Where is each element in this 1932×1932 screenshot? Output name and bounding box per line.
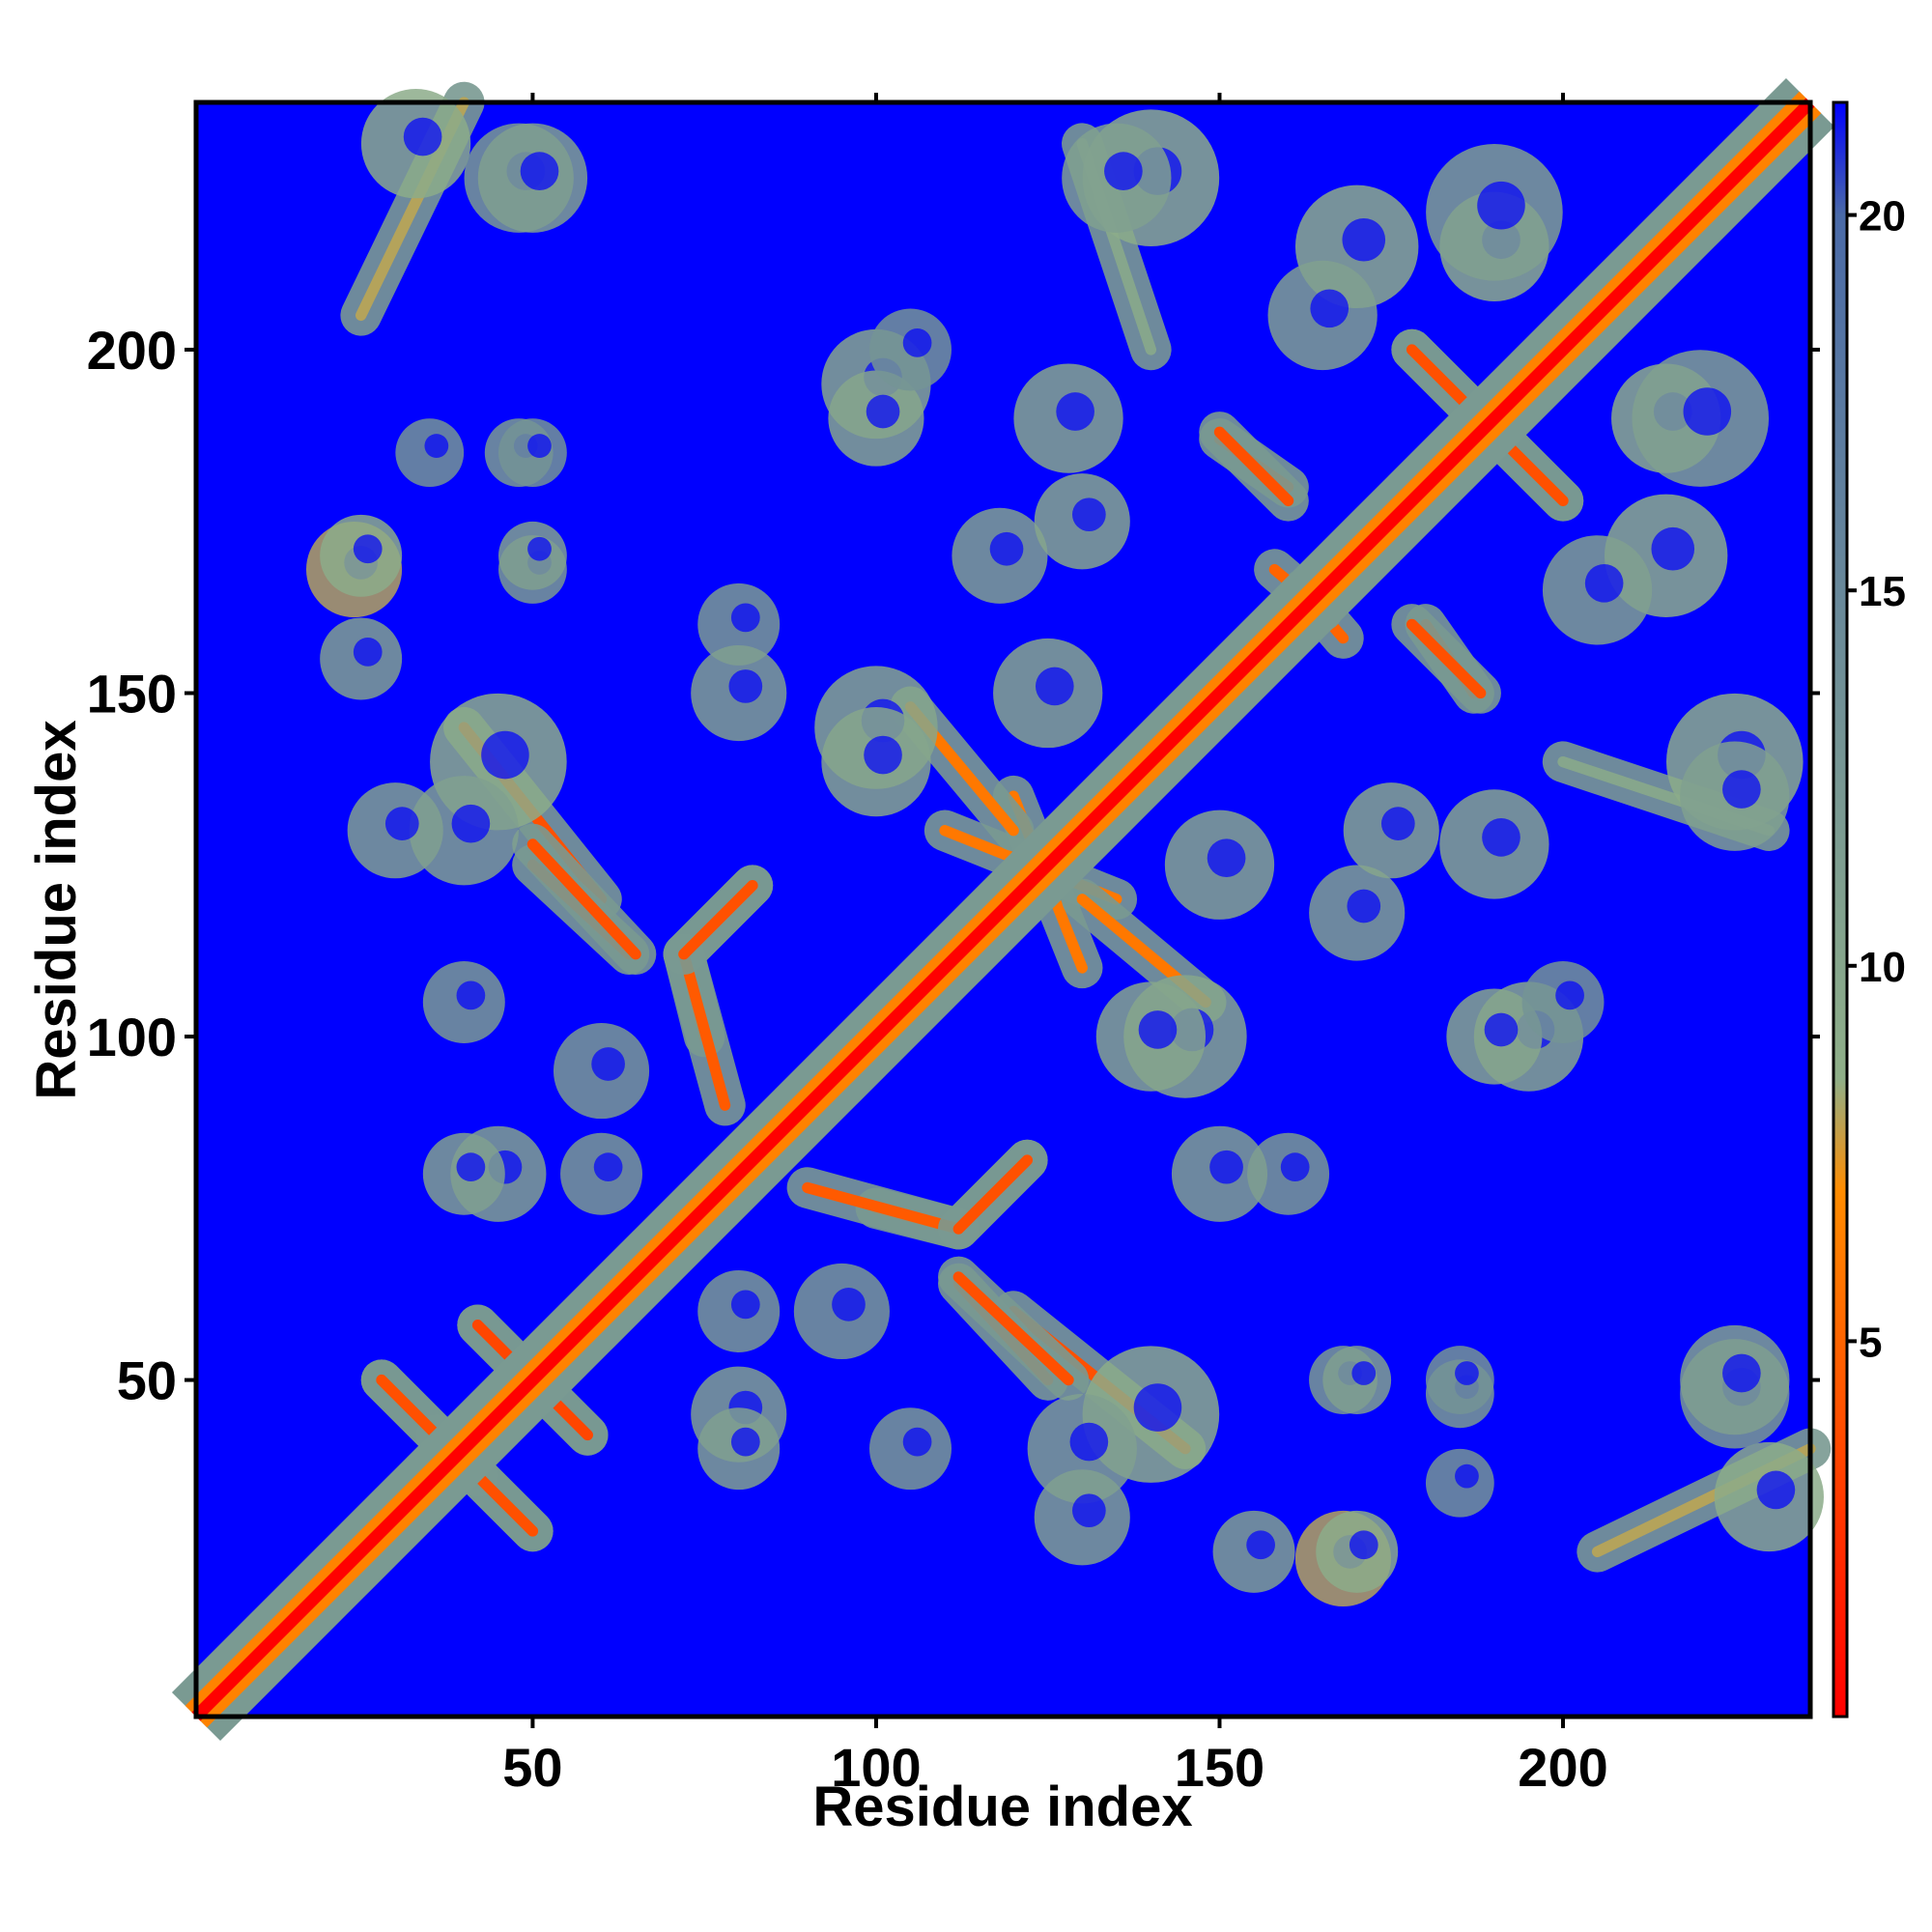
heatmap-blob-hole	[403, 117, 442, 156]
heatmap-blob-hole	[1280, 1152, 1310, 1182]
colorbar-tick-label: 10	[1859, 944, 1906, 991]
heatmap-blob-hole	[1133, 1383, 1182, 1432]
colorbar-tick-label: 20	[1859, 193, 1906, 241]
x-tick-label: 150	[1175, 1737, 1264, 1798]
heatmap-blob-hole	[1484, 1012, 1519, 1047]
heatmap-band-core	[526, 838, 641, 960]
heatmap-blob-hole	[832, 1288, 866, 1321]
colorbar-tick-label: 5	[1859, 1319, 1882, 1366]
heatmap-blob-hole	[353, 638, 383, 667]
diagonal-line	[191, 98, 1815, 1721]
heatmap-blob-hole	[864, 735, 902, 775]
heatmap-band-core	[471, 1470, 539, 1537]
heatmap-blob-hole	[1756, 1470, 1796, 1510]
heatmap-blob-hole	[456, 980, 486, 1010]
heatmap-band-core	[952, 1271, 1074, 1386]
heatmap-blob-hole	[1035, 667, 1074, 706]
heatmap-blob-hole	[353, 534, 383, 564]
y-axis-title: Residue index	[25, 720, 88, 1099]
heatmap-band-core	[678, 949, 731, 1111]
heatmap-blob-hole	[1555, 980, 1584, 1010]
heatmap-blob-hole	[1347, 889, 1381, 923]
heatmap-features	[305, 81, 1832, 1607]
heatmap-band-core	[1213, 426, 1294, 507]
heatmap-blob-hole	[1072, 1493, 1106, 1528]
y-tick-label: 50	[117, 1350, 177, 1411]
heatmap-blob-hole	[1138, 1010, 1178, 1049]
x-axis-title: Residue index	[812, 1776, 1192, 1838]
heatmap-blob-hole	[1310, 289, 1350, 328]
heatmap-blob-hole	[1246, 1530, 1275, 1560]
heatmap-blob-hole	[1342, 217, 1386, 262]
heatmap-blob-hole	[730, 1290, 760, 1320]
heatmap-blob-hole	[1722, 770, 1761, 809]
heatmap-blob-hole	[1072, 497, 1106, 532]
heatmap-blob-hole	[1455, 1463, 1479, 1489]
heatmap-blob-hole	[1584, 563, 1624, 603]
heatmap-blob-hole	[1207, 838, 1246, 878]
heatmap-blob-hole	[989, 531, 1024, 566]
heatmap-blob-hole	[866, 394, 900, 429]
heatmap-blob-hole	[902, 1427, 932, 1457]
heatmap-blob-hole	[1455, 1361, 1479, 1385]
y-axis: 50 100 150 200	[87, 320, 1820, 1411]
heatmap-blob-hole	[520, 152, 559, 190]
x-tick-label: 200	[1518, 1737, 1607, 1798]
heatmap-blob-hole	[456, 1152, 486, 1182]
heatmap-blob-hole	[1349, 1530, 1378, 1560]
plot-frame	[193, 99, 1813, 1719]
heatmap-band-core	[1406, 618, 1487, 699]
heatmap-blob-hole	[1056, 392, 1094, 431]
y-tick-label: 150	[87, 664, 177, 724]
heatmap-blob-hole	[1104, 152, 1143, 190]
heatmap-blob-hole	[728, 669, 763, 703]
heatmap-blob-hole	[730, 603, 760, 633]
y-tick-label: 100	[87, 1007, 177, 1067]
heatmap-blob-hole	[1477, 181, 1525, 230]
heatmap-blob-hole	[481, 730, 529, 780]
heatmap-blob-hole	[1351, 1361, 1377, 1385]
heatmap-blob-hole	[730, 1427, 760, 1457]
heatmap-blob-hole	[1482, 818, 1520, 857]
heatmap-blob-hole	[1380, 807, 1415, 840]
heatmap-blob-hole	[451, 804, 491, 843]
heatmap-band-core	[678, 879, 758, 960]
x-tick-label: 50	[502, 1737, 562, 1798]
colorbar: 5 10 15 20	[1832, 100, 1906, 1719]
heatmap-blob-hole	[527, 536, 552, 561]
heatmap-band-core	[952, 1154, 1034, 1235]
plot-area	[171, 77, 1835, 1742]
colorbar-ticks: 5 10 15 20	[1847, 193, 1906, 1366]
heatmap-blob-hole	[1651, 526, 1695, 571]
heatmap-blob-hole	[902, 328, 932, 357]
diagonal-band	[171, 77, 1835, 1742]
colorbar-gradient	[1832, 100, 1849, 1719]
heatmap-blob-hole	[591, 1047, 625, 1081]
colorbar-tick-label: 15	[1859, 568, 1906, 615]
heatmap-blob-hole	[1209, 1150, 1243, 1184]
heatmap-blob-hole	[1069, 1422, 1109, 1462]
heatmap-blob-hole	[384, 807, 419, 840]
x-tick-label: 100	[831, 1737, 921, 1798]
heatmap-blob-hole	[1722, 1353, 1761, 1393]
x-axis: 50 100 150 200	[502, 93, 1608, 1798]
heatmap-blob-hole	[1683, 387, 1732, 436]
y-tick-label: 200	[87, 320, 177, 381]
heatmap-blob-hole	[424, 434, 449, 458]
heatmap-band-core	[376, 1374, 442, 1441]
heatmap-blob-hole	[527, 434, 552, 458]
heatmap-band-core	[802, 1181, 964, 1235]
heatmap-blob-hole	[593, 1152, 623, 1182]
